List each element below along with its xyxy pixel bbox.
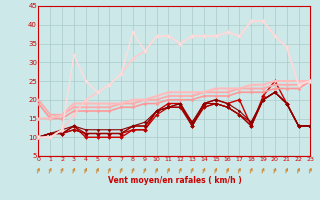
X-axis label: Vent moyen/en rafales ( km/h ): Vent moyen/en rafales ( km/h ) (108, 176, 241, 185)
